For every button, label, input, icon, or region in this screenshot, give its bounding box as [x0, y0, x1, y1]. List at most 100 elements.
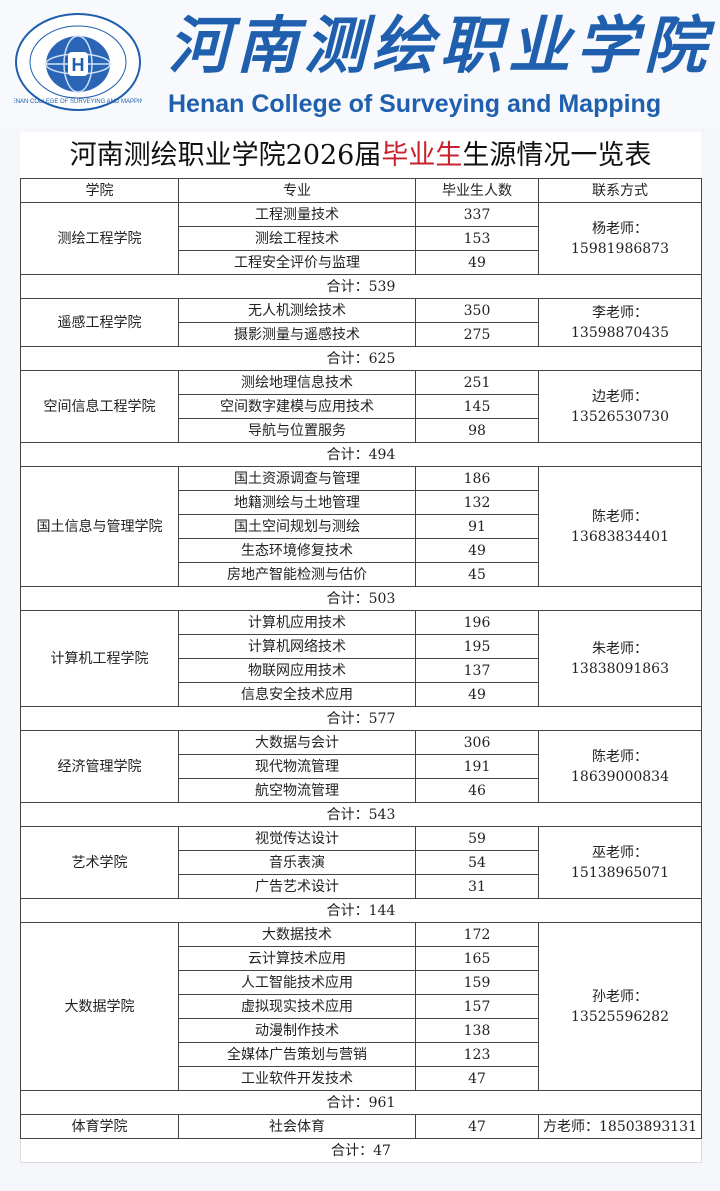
college-name: 大数据学院 — [20, 922, 179, 1091]
contact-info: 陈老师： 18639000834 — [538, 730, 702, 803]
contact-name: 杨老师： — [592, 220, 648, 237]
graduate-count: 98 — [415, 418, 539, 443]
major-name: 虚拟现实技术应用 — [178, 994, 416, 1019]
contact-info: 朱老师： 13838091863 — [538, 610, 702, 707]
header-row: 学院 专业 毕业生人数 联系方式 — [20, 178, 702, 203]
college-total: 合计：539 — [20, 274, 702, 299]
contact-phone: 18503893131 — [599, 1118, 697, 1135]
major-name: 云计算技术应用 — [178, 946, 416, 971]
contact-name: 朱老师： — [592, 640, 648, 657]
college-total-row: 合计：961 — [20, 1090, 702, 1115]
table-row: 经济管理学院 大数据与会计 306 陈老师： 18639000834 — [20, 730, 702, 803]
graduate-count: 157 — [415, 994, 539, 1019]
major-name: 国土资源调查与管理 — [178, 466, 416, 491]
college-name: 体育学院 — [20, 1114, 179, 1139]
major-name: 空间数字建模与应用技术 — [178, 394, 416, 419]
contact-phone: 13838091863 — [571, 660, 669, 677]
svg-text:H: H — [72, 55, 85, 75]
table-row: 体育学院 社会体育 47 方老师：18503893131 — [20, 1114, 702, 1139]
graduate-count: 186 — [415, 466, 539, 491]
graduate-count: 172 — [415, 922, 539, 947]
contact-info: 孙老师： 13525596282 — [538, 922, 702, 1091]
contact-phone: 18639000834 — [571, 768, 669, 785]
major-name: 地籍测绘与土地管理 — [178, 490, 416, 515]
contact-info: 巫老师： 15138965071 — [538, 826, 702, 899]
table-row: 动漫制作技术 138 — [21, 1018, 702, 1043]
major-name: 现代物流管理 — [178, 754, 416, 779]
graduate-table: 学院 专业 毕业生人数 联系方式 测绘工程学院 工程测量技术 337 杨老师： 15981986… — [20, 178, 702, 1163]
major-name: 生态环境修复技术 — [178, 538, 416, 563]
major-name: 航空物流管理 — [178, 778, 416, 803]
graduate-count: 31 — [415, 874, 539, 899]
graduate-count: 275 — [415, 322, 539, 347]
major-name: 摄影测量与遥感技术 — [178, 322, 416, 347]
major-name: 计算机网络技术 — [178, 634, 416, 659]
major-name: 导航与位置服务 — [178, 418, 416, 443]
contact-info: 方老师：18503893131 — [538, 1114, 702, 1139]
table-row: 工业软件开发技术 47 — [21, 1066, 702, 1091]
svg-text:HENAN COLLEGE OF SURVEYING AND: HENAN COLLEGE OF SURVEYING AND MAPPING — [14, 99, 142, 105]
college-logo: H HENAN COLLEGE OF SURVEYING AND MAPPING — [14, 13, 142, 111]
contact-name: 边老师： — [592, 388, 648, 405]
table-row: 计算机网络技术 195 — [21, 634, 702, 659]
major-name: 工程安全评价与监理 — [178, 250, 416, 275]
major-name: 大数据与会计 — [178, 730, 416, 755]
major-name: 动漫制作技术 — [178, 1018, 416, 1043]
graduate-count: 91 — [415, 514, 539, 539]
contact-phone: 13526530730 — [571, 408, 669, 425]
page-header: H HENAN COLLEGE OF SURVEYING AND MAPPING… — [0, 0, 720, 128]
table-row: 人工智能技术应用 159 — [21, 970, 702, 995]
table-row: 现代物流管理 191 — [21, 754, 702, 779]
college-total: 合计：47 — [20, 1138, 702, 1163]
graduate-count: 123 — [415, 1042, 539, 1067]
major-name: 测绘工程技术 — [178, 226, 416, 251]
column-header: 毕业生人数 — [415, 178, 539, 203]
graduate-count: 49 — [415, 538, 539, 563]
table-row: 测绘工程技术 153 — [21, 226, 702, 251]
contact-name: 方老师： — [543, 1118, 599, 1135]
major-name: 音乐表演 — [178, 850, 416, 875]
college-name: 空间信息工程学院 — [20, 370, 179, 443]
table-row: 空间信息工程学院 测绘地理信息技术 251 边老师： 13526530730 — [20, 370, 702, 443]
contact-name: 孙老师： — [592, 988, 648, 1005]
contact-phone: 13598870435 — [571, 324, 669, 341]
title-part1: 河南测绘职业学院2026届 — [69, 140, 382, 171]
graduate-count: 165 — [415, 946, 539, 971]
table-row: 信息安全技术应用 49 — [21, 682, 702, 707]
graduate-count: 350 — [415, 298, 539, 323]
major-name: 广告艺术设计 — [178, 874, 416, 899]
college-name: 国土信息与管理学院 — [20, 466, 179, 587]
major-name: 物联网应用技术 — [178, 658, 416, 683]
graduate-count: 59 — [415, 826, 539, 851]
column-header: 学院 — [20, 178, 179, 203]
table-row: 物联网应用技术 137 — [21, 658, 702, 683]
college-total-row: 合计：539 — [20, 274, 702, 299]
column-header: 专业 — [178, 178, 416, 203]
college-name: 测绘工程学院 — [20, 202, 179, 275]
major-name: 大数据技术 — [178, 922, 416, 947]
graduate-count: 191 — [415, 754, 539, 779]
major-name: 社会体育 — [178, 1114, 416, 1139]
table-row: 全媒体广告策划与营销 123 — [21, 1042, 702, 1067]
contact-name: 李老师： — [592, 304, 648, 321]
college-total: 合计：543 — [20, 802, 702, 827]
college-total: 合计：503 — [20, 586, 702, 611]
contact-phone: 13525596282 — [571, 1008, 669, 1025]
graduate-count: 46 — [415, 778, 539, 803]
major-name: 国土空间规划与测绘 — [178, 514, 416, 539]
college-total: 合计：625 — [20, 346, 702, 371]
college-name: 经济管理学院 — [20, 730, 179, 803]
graduate-count: 337 — [415, 202, 539, 227]
graduate-count: 49 — [415, 250, 539, 275]
major-name: 工程测量技术 — [178, 202, 416, 227]
graduate-count: 251 — [415, 370, 539, 395]
table-row: 测绘工程学院 工程测量技术 337 杨老师： 15981986873 — [20, 202, 702, 275]
major-name: 工业软件开发技术 — [178, 1066, 416, 1091]
college-total-row: 合计：543 — [20, 802, 702, 827]
graduate-count: 54 — [415, 850, 539, 875]
college-name: 遥感工程学院 — [20, 298, 179, 347]
college-total-row: 合计：503 — [20, 586, 702, 611]
college-total: 合计：577 — [20, 706, 702, 731]
graduate-count: 137 — [415, 658, 539, 683]
college-name: 艺术学院 — [20, 826, 179, 899]
